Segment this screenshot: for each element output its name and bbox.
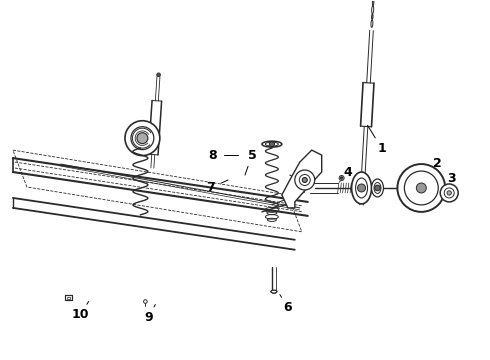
Circle shape <box>137 133 148 144</box>
Circle shape <box>440 184 458 202</box>
Ellipse shape <box>371 14 373 19</box>
Text: 2: 2 <box>433 157 441 170</box>
Circle shape <box>125 121 160 156</box>
Circle shape <box>447 191 451 195</box>
Circle shape <box>416 183 426 193</box>
Polygon shape <box>282 150 322 208</box>
Ellipse shape <box>262 141 282 147</box>
Circle shape <box>270 141 274 147</box>
Text: 7: 7 <box>206 181 215 194</box>
Text: 1: 1 <box>377 141 386 155</box>
Ellipse shape <box>371 179 384 197</box>
Ellipse shape <box>372 0 374 6</box>
Circle shape <box>341 177 343 179</box>
Text: 4: 4 <box>343 166 352 179</box>
Circle shape <box>397 164 445 212</box>
Circle shape <box>295 170 315 190</box>
Text: 6: 6 <box>284 301 292 314</box>
Bar <box>65 295 72 300</box>
Circle shape <box>358 184 366 192</box>
Ellipse shape <box>271 290 277 293</box>
Circle shape <box>375 185 380 191</box>
Text: 10: 10 <box>72 308 89 321</box>
Text: 3: 3 <box>447 171 456 185</box>
Text: 9: 9 <box>144 311 153 324</box>
Bar <box>65 295 72 300</box>
Circle shape <box>339 176 344 180</box>
Bar <box>67 297 71 298</box>
Circle shape <box>157 73 160 77</box>
Text: 5: 5 <box>247 149 256 162</box>
Circle shape <box>302 177 307 183</box>
Ellipse shape <box>352 172 371 204</box>
Text: 8: 8 <box>208 149 217 162</box>
